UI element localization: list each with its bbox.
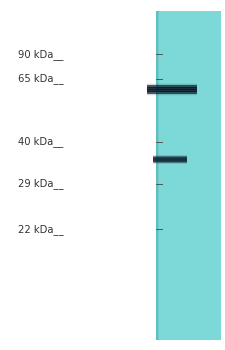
Bar — [147, 84, 197, 85]
Bar — [147, 89, 197, 90]
Bar — [153, 156, 187, 157]
Bar — [147, 91, 197, 92]
Bar — [156, 10, 158, 340]
Bar — [153, 160, 187, 161]
Bar — [153, 162, 187, 163]
Bar — [147, 94, 197, 96]
Bar — [153, 157, 187, 158]
Bar — [147, 89, 197, 90]
Bar — [153, 159, 187, 160]
Bar — [147, 91, 197, 92]
Bar — [153, 157, 187, 158]
Bar — [156, 10, 157, 340]
Bar — [147, 87, 197, 88]
Bar — [156, 10, 159, 340]
Bar — [147, 85, 197, 86]
Bar — [156, 10, 220, 340]
Bar — [147, 94, 197, 95]
Bar — [147, 93, 197, 94]
Bar — [147, 95, 197, 96]
Bar — [147, 88, 197, 89]
Bar — [153, 161, 187, 162]
Bar — [147, 83, 197, 84]
Bar — [153, 158, 187, 159]
Bar — [153, 158, 187, 159]
Bar — [147, 86, 197, 88]
Bar — [153, 154, 187, 155]
Bar — [147, 85, 197, 86]
Text: 90 kDa__: 90 kDa__ — [18, 49, 63, 60]
Text: 40 kDa__: 40 kDa__ — [18, 136, 63, 147]
Bar — [147, 83, 197, 84]
Bar — [147, 90, 197, 91]
Bar — [156, 10, 158, 340]
Bar — [153, 156, 187, 157]
Bar — [153, 160, 187, 161]
Text: 65 kDa__: 65 kDa__ — [18, 73, 63, 84]
Bar — [153, 163, 187, 164]
Bar — [153, 155, 187, 156]
Bar — [147, 92, 197, 93]
Text: 29 kDa__: 29 kDa__ — [18, 178, 63, 189]
Bar — [153, 161, 187, 162]
Bar — [147, 86, 197, 87]
Bar — [147, 92, 197, 93]
Bar — [153, 155, 187, 156]
Text: 22 kDa__: 22 kDa__ — [18, 224, 63, 235]
Bar — [153, 159, 187, 160]
